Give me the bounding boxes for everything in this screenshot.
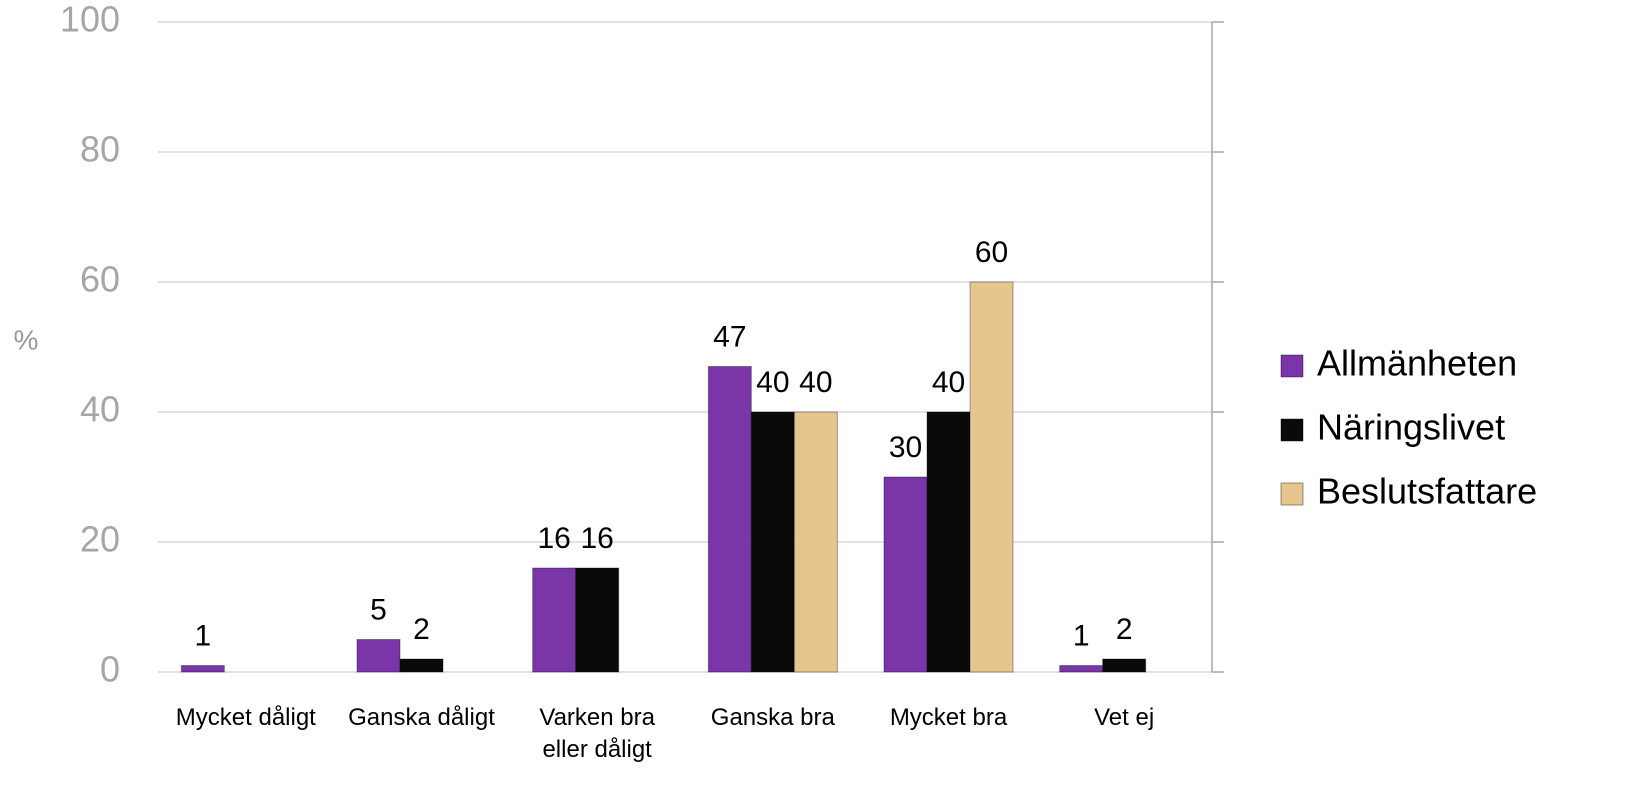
y-tick-label: 20 — [80, 519, 120, 560]
x-tick-label: Ganska bra — [710, 704, 835, 731]
data-label: 5 — [370, 593, 387, 626]
y-tick-label: 80 — [80, 129, 120, 170]
bar — [399, 658, 444, 673]
bar — [532, 567, 577, 673]
bar — [750, 411, 795, 673]
legend-swatch — [1280, 418, 1304, 442]
legend-swatch — [1280, 482, 1304, 506]
legend-label: Beslutsfattare — [1317, 471, 1537, 512]
bar — [356, 639, 401, 673]
data-label: 40 — [799, 366, 832, 399]
y-axis-label: % — [14, 324, 39, 355]
data-label: 2 — [413, 613, 430, 646]
data-label: 1 — [1073, 619, 1090, 652]
bar — [926, 411, 971, 673]
x-tick-label: Vet ej — [1094, 704, 1155, 731]
x-tick-label: Varken bra eller dåligt — [539, 704, 655, 763]
bar — [180, 665, 225, 673]
bar — [707, 366, 752, 673]
x-tick-label: Mycket bra — [889, 704, 1008, 731]
legend-swatch — [1280, 354, 1304, 378]
bar — [969, 281, 1014, 673]
y-tick-label: 100 — [60, 0, 120, 40]
bar — [883, 476, 928, 673]
data-label: 60 — [975, 236, 1008, 269]
bar — [1102, 658, 1147, 673]
legend-label: Allmänheten — [1317, 343, 1517, 384]
bar — [1059, 665, 1104, 673]
data-label: 47 — [713, 320, 746, 353]
bar — [575, 567, 620, 673]
y-tick-label: 60 — [80, 259, 120, 300]
y-tick-label: 0 — [100, 649, 120, 690]
x-tick-label: Mycket dåligt — [175, 704, 316, 731]
data-label: 40 — [756, 366, 789, 399]
data-label: 16 — [537, 522, 570, 555]
y-tick-label: 40 — [80, 389, 120, 430]
data-label: 2 — [1116, 613, 1133, 646]
data-label: 16 — [580, 522, 613, 555]
bar — [793, 411, 838, 673]
x-tick-label: Ganska dåligt — [348, 704, 495, 731]
data-label: 30 — [889, 431, 922, 464]
legend-label: Näringslivet — [1317, 407, 1505, 448]
data-label: 1 — [194, 619, 211, 652]
data-label: 40 — [932, 366, 965, 399]
